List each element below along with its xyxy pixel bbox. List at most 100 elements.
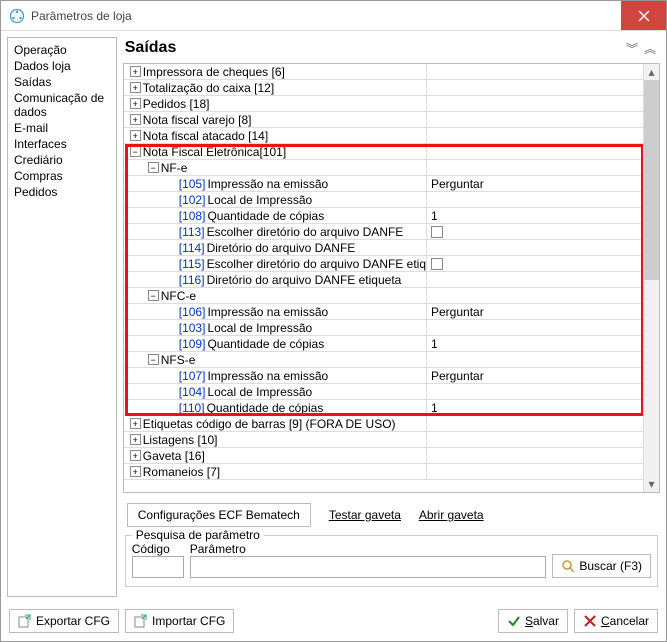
param-row[interactable]: +Nota fiscal atacado [14]	[124, 128, 659, 144]
sidebar-item-comunicacao[interactable]: Comunicação de dados	[10, 90, 114, 120]
test-drawer-link[interactable]: Testar gaveta	[329, 508, 401, 522]
param-row[interactable]: −Nota Fiscal Eletrônica[101]	[124, 144, 659, 160]
checkbox[interactable]	[431, 258, 443, 270]
expand-icon[interactable]: +	[130, 434, 141, 445]
expand-icon[interactable]: +	[130, 466, 141, 477]
search-button[interactable]: Buscar (F3)	[552, 554, 651, 578]
param-row[interactable]: −NF-e	[124, 160, 659, 176]
param-row[interactable]: +Romaneios [7]	[124, 464, 659, 480]
scroll-thumb[interactable]	[644, 80, 659, 280]
param-value[interactable]	[427, 80, 659, 95]
save-button[interactable]: Salvar	[498, 609, 568, 633]
collapse-icon[interactable]: −	[130, 146, 141, 157]
close-button[interactable]	[621, 1, 666, 30]
chevron-up-icon[interactable]: ︽	[644, 40, 656, 57]
sidebar-item-operacao[interactable]: Operação	[10, 42, 114, 58]
scrollbar[interactable]: ▴ ▾	[643, 64, 659, 492]
param-label: Local de Impressão	[207, 321, 312, 335]
titlebar: Parâmetros de loja	[1, 1, 666, 31]
sidebar-item-dados-loja[interactable]: Dados loja	[10, 58, 114, 74]
param-row[interactable]: +Impressora de cheques [6]	[124, 64, 659, 80]
param-row[interactable]: [116]Diretório do arquivo DANFE etiqueta	[124, 272, 659, 288]
param-value[interactable]: ˇ	[427, 384, 659, 399]
collapse-icon[interactable]: −	[148, 162, 159, 173]
expand-icon[interactable]: +	[130, 66, 141, 77]
code-input[interactable]	[132, 556, 184, 578]
param-value[interactable]: 1	[427, 208, 659, 223]
expand-icon[interactable]: +	[130, 98, 141, 109]
scroll-up-icon[interactable]: ▴	[644, 64, 659, 80]
param-row[interactable]: [106]Impressão na emissãoPerguntar	[124, 304, 659, 320]
param-value[interactable]	[427, 144, 659, 159]
param-label: NFC-e	[161, 289, 196, 303]
collapse-icon[interactable]: −	[148, 354, 159, 365]
param-value[interactable]	[427, 240, 659, 255]
expand-icon[interactable]: +	[130, 130, 141, 141]
sidebar-item-saidas[interactable]: Saídas	[10, 74, 114, 90]
import-cfg-button[interactable]: Importar CFG	[125, 609, 234, 633]
export-cfg-button[interactable]: Exportar CFG	[9, 609, 119, 633]
expand-icon[interactable]: +	[130, 114, 141, 125]
param-row[interactable]: [107]Impressão na emissãoPerguntar	[124, 368, 659, 384]
param-value[interactable]: ˇ	[427, 320, 659, 335]
cancel-button[interactable]: Cancelar	[574, 609, 658, 633]
search-icon	[561, 559, 575, 573]
expand-icon[interactable]: +	[130, 82, 141, 93]
param-row[interactable]: +Listagens [10]	[124, 432, 659, 448]
param-row[interactable]: +Nota fiscal varejo [8]	[124, 112, 659, 128]
param-value[interactable]	[427, 288, 659, 303]
param-value[interactable]: Perguntar	[427, 304, 659, 319]
sidebar-item-compras[interactable]: Compras	[10, 168, 114, 184]
param-value[interactable]: 1	[427, 336, 659, 351]
param-value[interactable]: 1	[427, 400, 659, 415]
param-row[interactable]: [103]Local de Impressãoˇ	[124, 320, 659, 336]
sidebar-item-interfaces[interactable]: Interfaces	[10, 136, 114, 152]
param-value[interactable]	[427, 448, 659, 463]
param-value[interactable]	[427, 256, 659, 271]
param-value[interactable]	[427, 272, 659, 287]
param-value[interactable]	[427, 64, 659, 79]
param-input[interactable]	[190, 556, 547, 578]
param-value[interactable]	[427, 128, 659, 143]
param-value[interactable]: Perguntar	[427, 176, 659, 191]
param-value[interactable]	[427, 416, 659, 431]
sidebar-item-crediario[interactable]: Crediário	[10, 152, 114, 168]
param-row[interactable]: [115]Escolher diretório do arquivo DANFE…	[124, 256, 659, 272]
param-row[interactable]: +Pedidos [18]	[124, 96, 659, 112]
param-value[interactable]	[427, 112, 659, 127]
param-row[interactable]: [102]Local de Impressãoˇ	[124, 192, 659, 208]
param-row[interactable]: −NFC-e	[124, 288, 659, 304]
open-drawer-link[interactable]: Abrir gaveta	[419, 508, 484, 522]
param-row[interactable]: −NFS-e	[124, 352, 659, 368]
ecf-config-button[interactable]: Configurações ECF Bematech	[127, 503, 311, 527]
param-row[interactable]: [108]Quantidade de cópias1	[124, 208, 659, 224]
param-value[interactable]	[427, 224, 659, 239]
param-row[interactable]: [113]Escolher diretório do arquivo DANFE	[124, 224, 659, 240]
param-value[interactable]	[427, 352, 659, 367]
scroll-down-icon[interactable]: ▾	[644, 476, 659, 492]
param-value[interactable]	[427, 96, 659, 111]
param-value[interactable]	[427, 464, 659, 479]
param-row[interactable]: [114]Diretório do arquivo DANFE	[124, 240, 659, 256]
param-value[interactable]	[427, 432, 659, 447]
param-value[interactable]: ˇ	[427, 192, 659, 207]
sidebar-item-email[interactable]: E-mail	[10, 120, 114, 136]
param-value[interactable]: Perguntar	[427, 368, 659, 383]
main-header: Saídas ︾ ︽	[123, 37, 660, 63]
param-row[interactable]: [109]Quantidade de cópias1	[124, 336, 659, 352]
expand-icon[interactable]: +	[130, 450, 141, 461]
param-row[interactable]: +Etiquetas código de barras [9] (FORA DE…	[124, 416, 659, 432]
collapse-controls[interactable]: ︾ ︽	[626, 40, 656, 57]
param-row[interactable]: +Gaveta [16]	[124, 448, 659, 464]
sidebar-item-pedidos[interactable]: Pedidos	[10, 184, 114, 200]
param-row[interactable]: +Totalização do caixa [12]	[124, 80, 659, 96]
param-row[interactable]: [105]Impressão na emissãoPerguntar	[124, 176, 659, 192]
param-row[interactable]: [104]Local de Impressãoˇ	[124, 384, 659, 400]
section-heading: Saídas	[125, 39, 177, 57]
param-value[interactable]	[427, 160, 659, 175]
chevron-down-icon[interactable]: ︾	[626, 40, 638, 57]
expand-icon[interactable]: +	[130, 418, 141, 429]
collapse-icon[interactable]: −	[148, 290, 159, 301]
checkbox[interactable]	[431, 226, 443, 238]
param-row[interactable]: [110]Quantidade de cópias1	[124, 400, 659, 416]
